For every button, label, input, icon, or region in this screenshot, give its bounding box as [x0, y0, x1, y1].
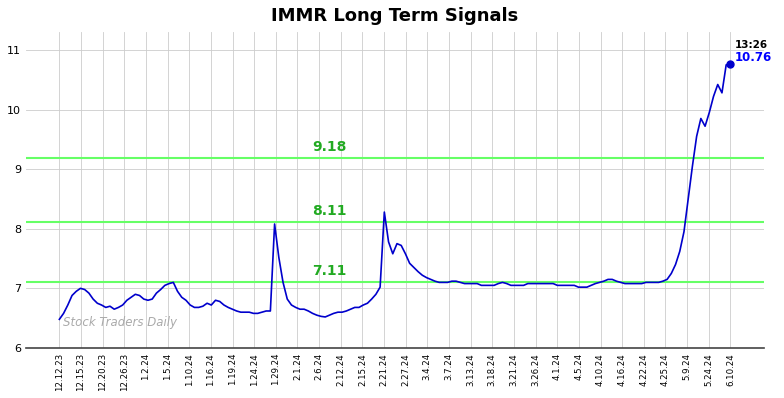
- Title: IMMR Long Term Signals: IMMR Long Term Signals: [271, 7, 518, 25]
- Text: 13:26: 13:26: [735, 39, 768, 50]
- Text: 8.11: 8.11: [313, 204, 347, 218]
- Text: 10.76: 10.76: [735, 51, 772, 64]
- Text: 7.11: 7.11: [313, 263, 347, 278]
- Point: [724, 61, 737, 67]
- Text: Stock Traders Daily: Stock Traders Daily: [63, 316, 176, 329]
- Text: 9.18: 9.18: [313, 140, 347, 154]
